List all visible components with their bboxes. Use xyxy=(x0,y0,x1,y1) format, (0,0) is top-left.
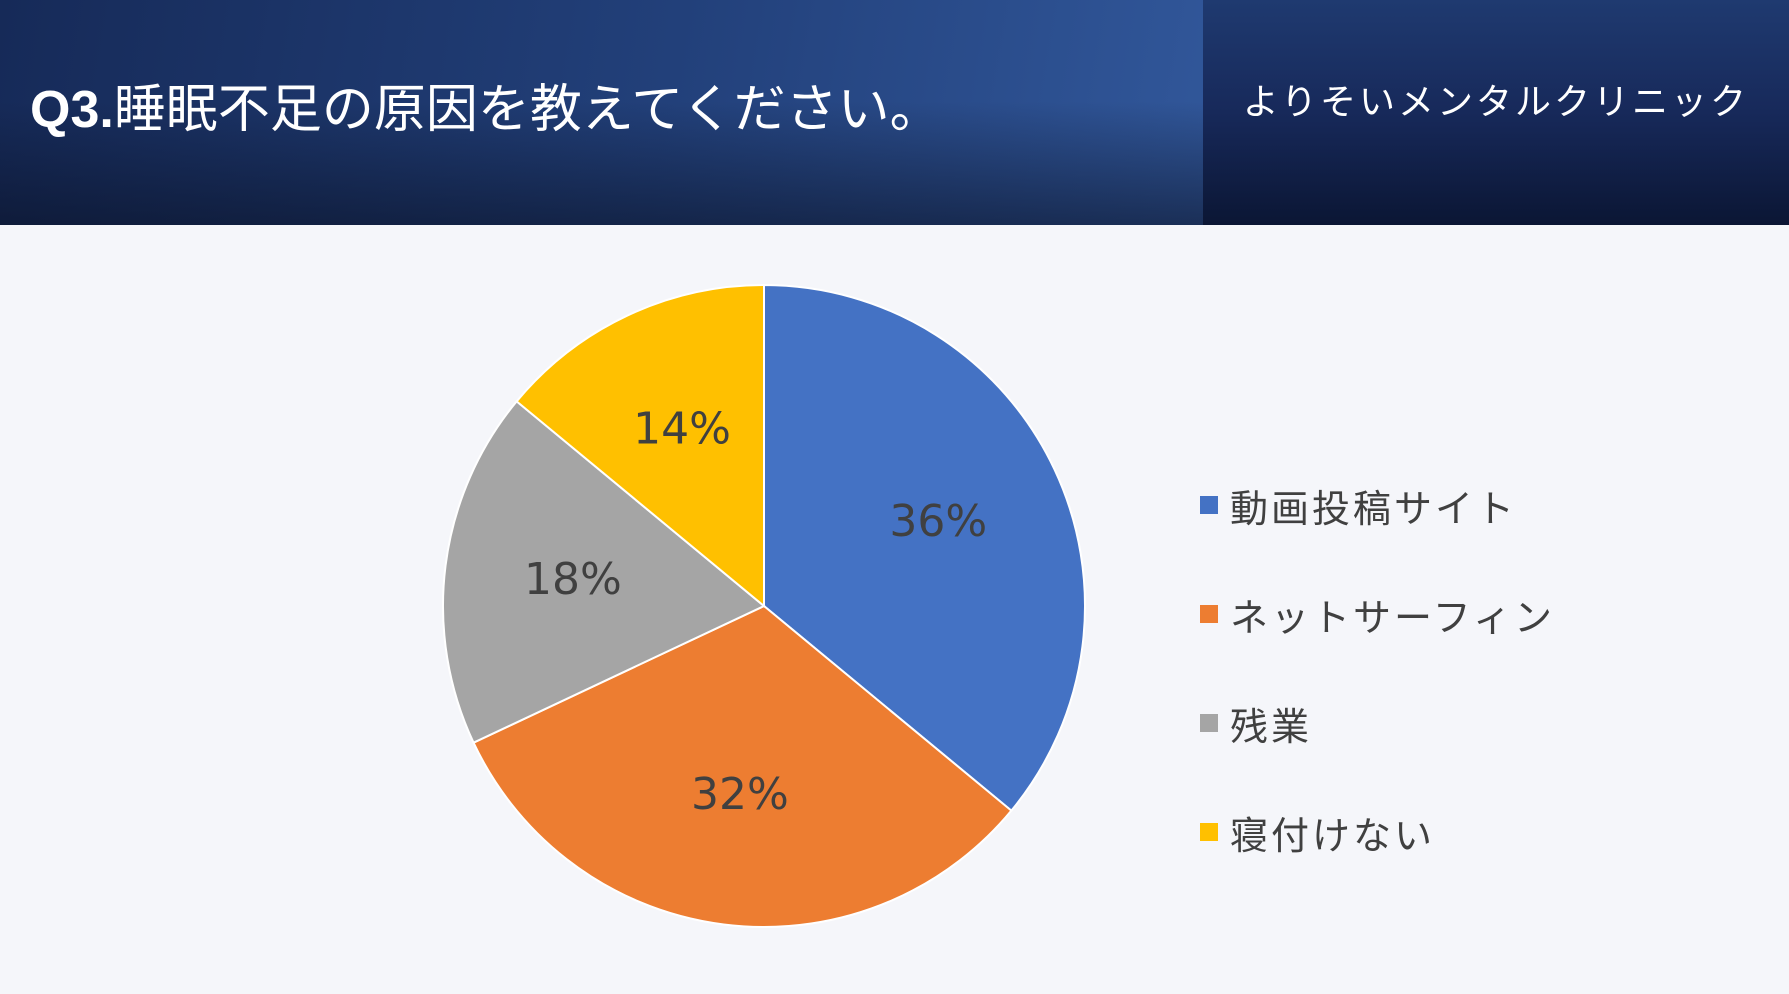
legend-swatch xyxy=(1200,823,1218,841)
pie-slice-net-surfing xyxy=(472,604,1013,928)
clinic-name: よりそいメンタルクリニック xyxy=(1242,82,1749,123)
pie-slice-cant-sleep xyxy=(515,283,765,609)
data-label-net-surfing: 32% xyxy=(691,769,789,820)
pie-slice-overtime xyxy=(442,399,766,745)
header-banner: Q3.睡眠不足の原因を教えてください。 よりそいメンタルクリニック xyxy=(0,0,1789,225)
legend-label: 動画投稿サイト xyxy=(1230,486,1518,531)
legend-item-overtime: 残業 xyxy=(1200,693,1312,753)
data-label-overtime: 18% xyxy=(524,554,622,605)
legend-item-cant-sleep: 寝付けない xyxy=(1200,802,1435,862)
header-title-panel xyxy=(0,0,1203,225)
question-number: Q3. xyxy=(30,81,114,139)
page-title: Q3.睡眠不足の原因を教えてください。 xyxy=(30,70,942,150)
legend-swatch xyxy=(1200,496,1218,514)
data-label-cant-sleep: 14% xyxy=(633,404,731,455)
legend-swatch xyxy=(1200,605,1218,623)
question-text: 睡眠不足の原因を教えてください。 xyxy=(113,80,942,140)
pie-chart: 36% 32% 18% 14% xyxy=(442,283,1086,928)
legend-label: 残業 xyxy=(1230,704,1313,749)
legend-label: 寝付けない xyxy=(1230,813,1436,858)
pie-slice-video-sites xyxy=(763,283,1086,813)
legend-label: ネットサーフィン xyxy=(1230,595,1555,640)
legend-item-video-sites: 動画投稿サイト xyxy=(1200,475,1517,535)
header-clinic-panel xyxy=(1203,0,1789,225)
legend-item-net-surfing: ネットサーフィン xyxy=(1200,584,1555,644)
data-label-video-sites: 36% xyxy=(889,496,987,547)
legend-swatch xyxy=(1200,714,1218,732)
chart-area: 36% 32% 18% 14% 動画投稿サイト ネットサーフィン 残業寝付けない xyxy=(0,225,1789,994)
